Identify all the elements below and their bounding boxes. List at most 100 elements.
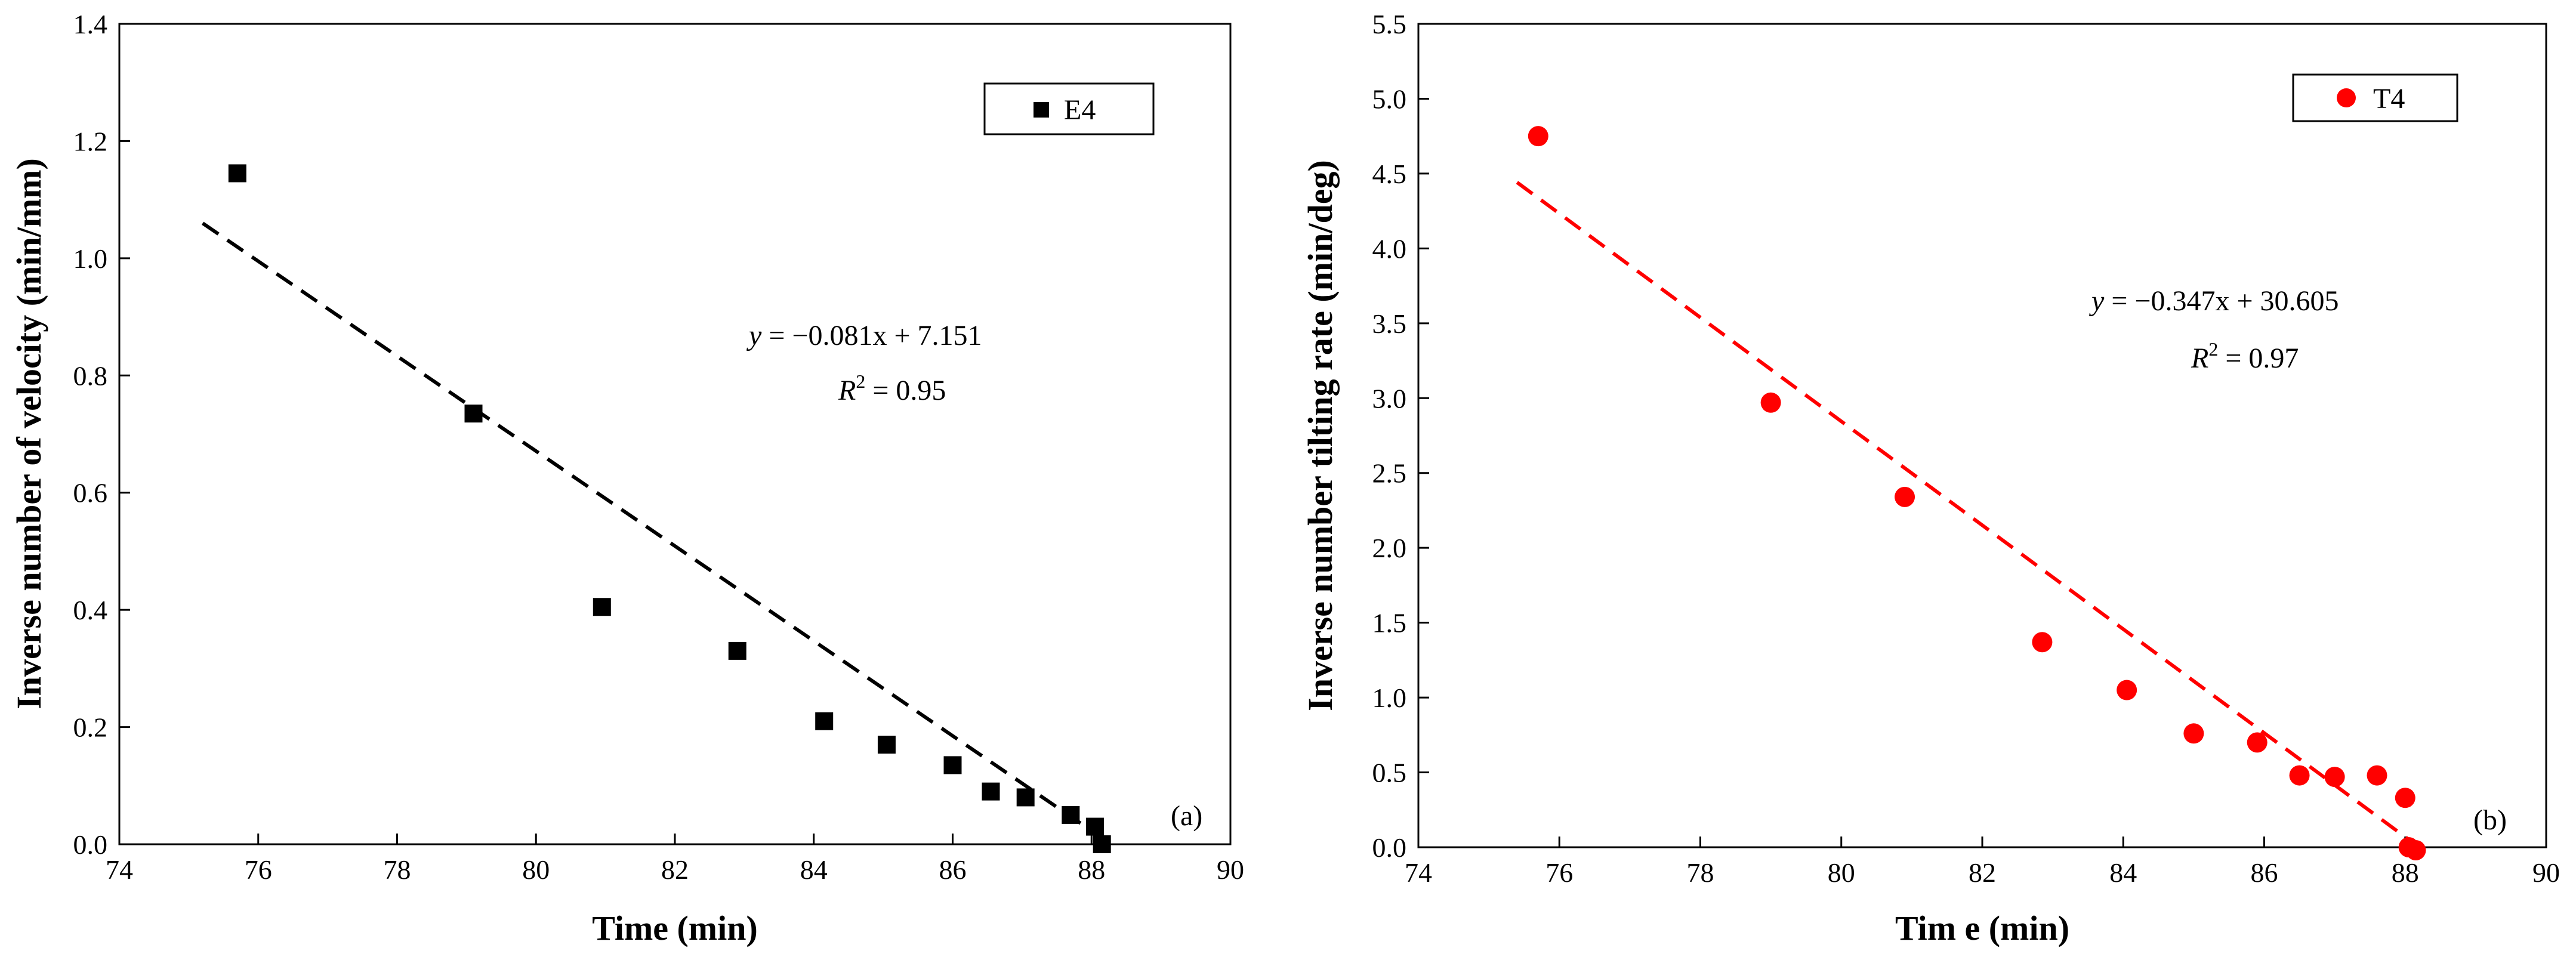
fit-line — [1516, 181, 2421, 849]
legend: E4 — [983, 82, 1155, 135]
x-tick-label: 76 — [245, 854, 272, 885]
x-tick-label: 76 — [1545, 857, 1573, 888]
fit-line — [201, 221, 1113, 847]
panel-b: 74 76 78 80 82 84 86 88 90 0.0 0.5 1.0 1.5 2.0 2.5 3.0… — [1301, 9, 2560, 947]
legend-box — [983, 82, 1155, 135]
data-point — [1093, 835, 1111, 853]
fit-r2: R2 = 0.95 — [838, 371, 946, 406]
data-point — [464, 405, 483, 423]
data-point — [877, 736, 896, 754]
x-axis-title: Time (min) — [592, 909, 758, 947]
y-tick-label: 0.4 — [73, 595, 108, 625]
fit-r2: R2 = 0.97 — [2191, 338, 2299, 374]
x-tick-label: 86 — [2251, 857, 2278, 888]
y-tick-labels: 0.0 0.5 1.0 1.5 2.0 2.5 3.0 3.5 4.0 4.5 5.0 5.5 — [1372, 9, 1407, 863]
y-tick-label: 0.8 — [73, 360, 108, 391]
panel-a: 74 76 78 80 82 84 86 88 90 0.0 0.2 0.4 0.6 0.8 1.0 1.2… — [10, 9, 1244, 947]
legend: T4 — [2292, 73, 2458, 122]
r2-symbol: R — [2191, 342, 2208, 374]
x-tick-label: 84 — [800, 854, 828, 885]
y-tick-label: 2.0 — [1372, 533, 1407, 563]
legend-label: E4 — [1064, 94, 1096, 126]
y-tick-label: 4.5 — [1372, 159, 1407, 189]
plot-frame — [1417, 23, 2547, 848]
x-tick-label: 84 — [2109, 857, 2137, 888]
y-axis-title: Inverse number of velocity (min/mm) — [10, 158, 48, 709]
fit-equation: y = −0.081x + 7.151 — [746, 320, 982, 351]
y-tick-label: 1.5 — [1372, 608, 1407, 638]
x-tick-label: 74 — [106, 854, 133, 885]
y-tick-label: 0.0 — [73, 829, 108, 860]
data-point — [815, 712, 834, 730]
eq-rhs: = −0.347x + 30.605 — [2104, 285, 2339, 317]
x-axis-title: Tim e (min) — [1895, 909, 2069, 947]
panel-label: (b) — [2473, 804, 2507, 836]
y-tick-label: 3.0 — [1372, 383, 1407, 413]
data-point — [2117, 680, 2137, 700]
y-axis-title: Inverse number tilting rate (min/deg) — [1301, 160, 1340, 711]
y-tick-label: 1.2 — [73, 126, 108, 156]
legend-marker-square — [1034, 102, 1049, 118]
data-point — [1528, 126, 1548, 147]
data-point — [728, 641, 746, 660]
plot-frame — [118, 23, 1232, 845]
data-point — [1062, 805, 1080, 824]
x-tick-label: 82 — [1969, 857, 1996, 888]
data-point — [228, 164, 246, 183]
data-point — [2405, 840, 2426, 861]
x-tick-label: 80 — [1828, 857, 1855, 888]
data-points — [1528, 126, 2426, 861]
x-tick-label: 88 — [2392, 857, 2419, 888]
data-points — [228, 164, 1111, 853]
x-tick-label: 78 — [1687, 857, 1714, 888]
r2-symbol: R — [838, 375, 856, 406]
data-point — [2367, 765, 2387, 786]
x-tick-label: 90 — [2532, 857, 2560, 888]
legend-marker-circle — [2337, 88, 2356, 107]
data-point — [982, 782, 1000, 801]
y-tick-label: 0.6 — [73, 478, 108, 508]
x-tick-label: 74 — [1405, 857, 1432, 888]
panel-label: (a) — [1171, 800, 1202, 832]
data-point — [1086, 817, 1105, 836]
x-tick-labels: 74 76 78 80 82 84 86 88 90 — [1405, 857, 2560, 888]
x-tick-labels: 74 76 78 80 82 84 86 88 90 — [106, 854, 1244, 885]
eq-y: y — [2088, 285, 2105, 317]
y-tick-label: 0.5 — [1372, 758, 1407, 788]
y-tick-label: 1.4 — [73, 9, 108, 39]
y-tick-label: 1.0 — [1372, 683, 1407, 713]
data-point — [2395, 788, 2415, 808]
eq-rhs: = −0.081x + 7.151 — [761, 320, 982, 351]
data-point — [2324, 767, 2345, 788]
x-tick-label: 88 — [1078, 854, 1105, 885]
data-point — [1895, 486, 1915, 507]
y-tick-label: 4.0 — [1372, 233, 1407, 264]
y-tick-label: 2.5 — [1372, 458, 1407, 489]
y-tick-label: 0.0 — [1372, 832, 1407, 863]
data-point — [1760, 392, 1781, 413]
y-tick-label: 0.2 — [73, 712, 108, 743]
y-tick-label: 1.0 — [73, 243, 108, 274]
legend-box — [2292, 73, 2458, 122]
data-point — [1016, 788, 1035, 807]
r2-value: = 0.97 — [2218, 342, 2299, 374]
data-point — [2289, 765, 2310, 786]
tick-marks — [1417, 23, 2547, 848]
data-point — [2183, 723, 2204, 744]
data-point — [943, 756, 962, 774]
data-point — [2247, 732, 2268, 753]
y-tick-label: 3.5 — [1372, 308, 1407, 339]
r2-value: = 0.95 — [865, 375, 946, 406]
tick-marks — [118, 23, 1232, 845]
data-point — [2032, 632, 2053, 653]
y-tick-label: 5.0 — [1372, 84, 1407, 114]
x-tick-label: 86 — [939, 854, 967, 885]
y-tick-labels: 0.0 0.2 0.4 0.6 0.8 1.0 1.2 1.4 — [73, 9, 108, 860]
data-point — [593, 598, 611, 616]
legend-label: T4 — [2373, 83, 2405, 115]
fit-equation: y = −0.347x + 30.605 — [2088, 285, 2339, 317]
x-tick-label: 80 — [522, 854, 550, 885]
r2-superscript: 2 — [856, 371, 865, 392]
